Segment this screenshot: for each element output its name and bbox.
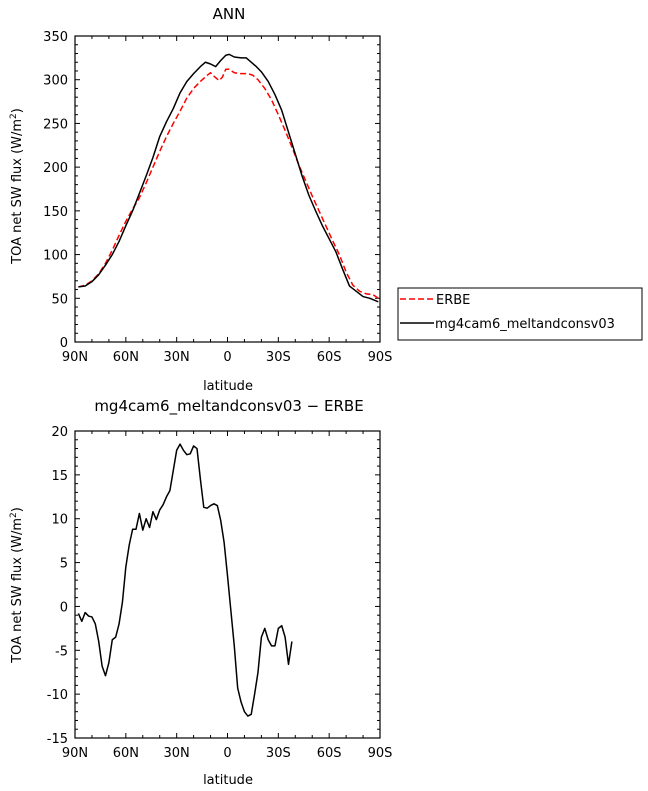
top-y-tick-label: 0 bbox=[60, 336, 68, 351]
top-x-tick-label: 30N bbox=[164, 350, 190, 365]
bottom-y-tick-label: -10 bbox=[47, 688, 68, 703]
bottom-x-tick-label: 60N bbox=[113, 746, 139, 761]
top-x-tick-label: 30S bbox=[266, 350, 291, 365]
bottom-x-tick-label: 90N bbox=[62, 746, 88, 761]
top-chart-panel: ANN TOA net SW flux (W/m2) latitude 90N 6… bbox=[9, 5, 643, 394]
bottom-x-tick-label: 0 bbox=[223, 746, 231, 761]
top-x-axis-label: latitude bbox=[203, 379, 253, 394]
bottom-y-tick-label: -15 bbox=[47, 732, 68, 747]
bottom-x-tick-label: 30S bbox=[266, 746, 291, 761]
top-chart-title: ANN bbox=[213, 5, 246, 23]
bottom-x-tick-label: 30N bbox=[164, 746, 190, 761]
top-axis-ticks: 90N 60N 30N 0 30S 60S 90S 0 50 100 150 200 250 300 350 bbox=[43, 30, 392, 365]
top-y-tick-label: 200 bbox=[43, 161, 68, 176]
top-series-line-erbe bbox=[78, 68, 379, 299]
bottom-x-tick-label: 60S bbox=[317, 746, 342, 761]
top-plot-frame bbox=[74, 35, 381, 343]
top-x-tick-label: 0 bbox=[223, 350, 231, 365]
top-y-tick-label: 250 bbox=[43, 117, 68, 132]
bottom-plot-frame bbox=[74, 430, 381, 739]
bottom-series-layer bbox=[77, 443, 293, 717]
top-y-tick-label: 100 bbox=[43, 249, 68, 264]
top-x-tick-label: 90S bbox=[368, 350, 393, 365]
bottom-y-tick-label: 10 bbox=[51, 513, 68, 528]
top-y-tick-label: 300 bbox=[43, 74, 68, 89]
bottom-axis-ticks: 90N 60N 30N 0 30S 60S 90S -15 -10 -5 0 5 10 15 20 bbox=[47, 425, 393, 761]
bottom-y-tick-label: 20 bbox=[51, 425, 68, 440]
top-series-layer bbox=[78, 53, 379, 303]
top-x-tick-label: 60S bbox=[317, 350, 342, 365]
legend-box bbox=[397, 287, 643, 341]
bottom-chart-panel: mg4cam6_meltandconsv03 − ERBE TOA net SW… bbox=[9, 397, 392, 788]
bottom-x-axis-label: latitude bbox=[203, 773, 253, 788]
top-y-tick-label: 150 bbox=[43, 205, 68, 220]
top-x-tick-label: 60N bbox=[113, 350, 139, 365]
top-series-line-mg4cam6-meltandconsv03 bbox=[78, 53, 379, 303]
bottom-y-axis-label: TOA net SW flux (W/m2) bbox=[9, 507, 25, 664]
legend-model-label: mg4cam6_meltandconsv03 bbox=[435, 317, 615, 332]
bottom-series-line-difference bbox=[77, 443, 293, 717]
legend: ERBE mg4cam6_meltandconsv03 bbox=[397, 287, 643, 341]
bottom-chart-title: mg4cam6_meltandconsv03 − ERBE bbox=[94, 397, 363, 416]
bottom-y-tick-label: 15 bbox=[51, 469, 68, 484]
top-y-tick-label: 350 bbox=[43, 30, 68, 45]
top-x-tick-label: 90N bbox=[62, 350, 88, 365]
top-y-axis-label: TOA net SW flux (W/m2) bbox=[9, 108, 25, 265]
bottom-y-tick-label: 0 bbox=[60, 600, 68, 615]
legend-erbe-label: ERBE bbox=[436, 293, 470, 308]
bottom-y-tick-label: -5 bbox=[55, 644, 68, 659]
bottom-x-tick-label: 90S bbox=[368, 746, 393, 761]
top-y-tick-label: 50 bbox=[51, 292, 68, 307]
bottom-y-tick-label: 5 bbox=[60, 557, 68, 572]
